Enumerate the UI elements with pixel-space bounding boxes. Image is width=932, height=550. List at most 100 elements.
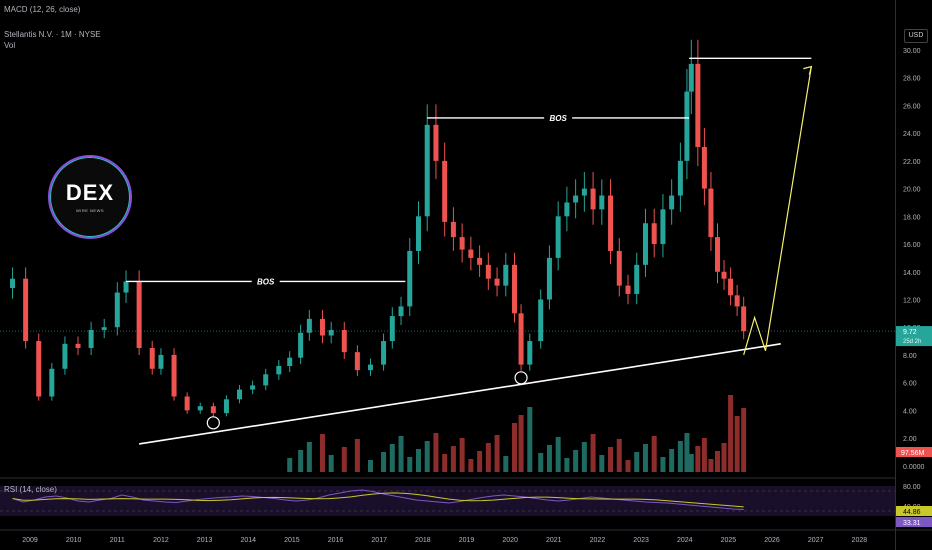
circled-low-marker (514, 371, 528, 385)
candle-body (381, 341, 387, 365)
volume-bar (298, 450, 304, 472)
currency-badge[interactable]: USD (904, 29, 928, 43)
volume-bar (695, 446, 701, 472)
volume-bar (573, 450, 579, 472)
time-tick-label: 2014 (240, 537, 256, 544)
volume-bar (608, 447, 614, 472)
price-tick-label: 28.00 (903, 76, 921, 83)
time-tick-label: 2009 (22, 537, 38, 544)
candle-body (714, 237, 720, 272)
candle-body (114, 292, 120, 328)
volume-bar (468, 459, 474, 472)
candle-body (10, 278, 16, 289)
candle-body (75, 343, 81, 348)
volume-bar (581, 442, 587, 472)
volume-bar (590, 434, 596, 472)
volume-bar (728, 395, 734, 472)
candle-body (581, 188, 587, 196)
volume-bar (512, 423, 518, 472)
candle-body (701, 147, 707, 189)
time-tick-label: 2011 (110, 537, 125, 544)
rsi-indicator-label[interactable]: RSI (14, close) (4, 485, 57, 494)
volume-bar (684, 433, 690, 472)
volume-bar (407, 457, 413, 472)
rsi-band (0, 486, 895, 516)
volume-bar (503, 456, 509, 472)
time-tick-label: 2025 (721, 537, 737, 544)
candle-body (442, 160, 448, 222)
candle-body (538, 299, 544, 342)
volume-bar (518, 415, 524, 472)
price-axis[interactable] (895, 0, 932, 550)
candle-body (734, 295, 740, 307)
candle-body (23, 278, 29, 342)
price-tick-label: 14.00 (903, 270, 921, 277)
candle-body (223, 399, 229, 414)
volume-bar (688, 454, 694, 472)
volume-bar (669, 449, 675, 472)
time-tick-label: 2022 (590, 537, 606, 544)
candle-body (684, 91, 690, 161)
candle-body (555, 216, 561, 258)
volume-bar (634, 452, 640, 472)
candle-body (424, 124, 430, 217)
time-tick-label: 2021 (546, 537, 562, 544)
candle-body (341, 329, 347, 353)
candle-body (741, 306, 747, 332)
volume-bar (555, 437, 561, 472)
price-tick-label: 26.00 (903, 103, 921, 110)
candle-body (210, 406, 216, 414)
volume-bar (433, 433, 439, 472)
candle-body (669, 195, 675, 210)
candle-body (88, 329, 94, 348)
volume-bars (287, 395, 747, 472)
candle-body (354, 352, 360, 371)
candle-body (512, 264, 518, 314)
volume-bar (442, 454, 448, 472)
candle-body (319, 318, 325, 336)
volume-bar (494, 435, 500, 472)
candle-body (263, 374, 269, 386)
volume-bar (287, 458, 293, 472)
time-tick-label: 2023 (633, 537, 649, 544)
candle-body (158, 354, 164, 369)
price-tick-label: 30.00 (903, 48, 921, 55)
candle-body (101, 327, 107, 330)
candle-body (450, 221, 456, 238)
candle-body (634, 264, 640, 294)
candle-body (625, 285, 631, 294)
volume-value: 97.56M (901, 450, 925, 457)
price-tick-label: 4.00 (903, 408, 917, 415)
rsi-tick-label: 80.00 (903, 484, 921, 491)
time-tick-label: 2024 (677, 537, 693, 544)
price-tick-label: 22.00 (903, 159, 921, 166)
volume-indicator-label[interactable]: Vol (4, 41, 16, 50)
rsi-badge (896, 517, 932, 527)
rsi-ma-badge (896, 506, 932, 516)
last-price-badge (896, 326, 932, 347)
candle-body (433, 124, 439, 161)
volume-bar (651, 436, 657, 472)
logo-subtext: WIRE NEWS (75, 208, 105, 213)
candle-body (184, 396, 190, 411)
volume-bar (625, 460, 631, 472)
candle-body (688, 63, 694, 92)
time-tick-label: 2027 (808, 537, 824, 544)
macd-indicator-label[interactable]: MACD (12, 26, close) (4, 5, 81, 14)
candle-body (287, 357, 293, 367)
candle-body (651, 223, 657, 245)
candle-body (642, 223, 648, 265)
time-tick-label: 2026 (764, 537, 780, 544)
rsi-line (12, 489, 744, 510)
price-tick-label: 6.00 (903, 381, 917, 388)
candle-body (590, 188, 596, 210)
candle-body (62, 343, 68, 369)
candle-body (616, 250, 622, 286)
rsi-ma-line (12, 492, 744, 508)
last-price-value: 9.72 (903, 329, 917, 336)
time-tick-label: 2017 (371, 537, 387, 544)
volume-bar (306, 442, 312, 472)
volume-bar (741, 408, 747, 472)
volume-bar (721, 443, 727, 472)
